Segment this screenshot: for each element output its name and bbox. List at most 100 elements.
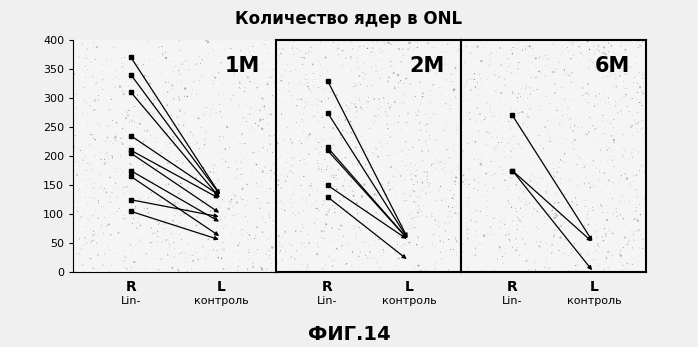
- Point: [271, 134, 282, 139]
- Point: [618, 267, 629, 273]
- Point: [226, 231, 237, 236]
- Point: [485, 106, 496, 112]
- Point: [440, 198, 451, 204]
- Point: [412, 226, 423, 231]
- Point: [321, 167, 332, 172]
- Point: [392, 242, 403, 247]
- Point: [628, 133, 639, 138]
- Point: [500, 171, 511, 177]
- Point: [572, 162, 583, 167]
- Point: [273, 198, 284, 204]
- Point: [476, 78, 487, 84]
- Point: [362, 166, 373, 171]
- Point: [513, 117, 524, 122]
- Point: [634, 212, 646, 218]
- Point: [83, 269, 94, 274]
- Point: [412, 45, 423, 50]
- Point: [465, 50, 476, 56]
- Point: [173, 122, 184, 128]
- Point: [276, 185, 287, 191]
- Point: [563, 73, 574, 78]
- Point: [338, 198, 349, 204]
- Point: [235, 166, 246, 172]
- Point: [321, 257, 332, 263]
- Point: [351, 224, 362, 229]
- Point: [605, 258, 616, 263]
- Point: [434, 85, 445, 90]
- Point: [91, 81, 102, 86]
- Point: [228, 73, 239, 79]
- Point: [382, 213, 393, 219]
- Point: [393, 83, 404, 88]
- Point: [250, 150, 261, 155]
- Point: [292, 81, 304, 87]
- Point: [329, 184, 340, 189]
- Point: [403, 212, 414, 218]
- Point: [95, 85, 106, 90]
- Point: [521, 258, 532, 264]
- Point: [345, 233, 356, 238]
- Point: [82, 215, 93, 220]
- Point: [171, 245, 182, 250]
- Point: [385, 134, 396, 140]
- Point: [220, 159, 231, 164]
- Point: [348, 201, 359, 206]
- Point: [507, 50, 518, 55]
- Point: [228, 242, 239, 248]
- Point: [318, 236, 329, 241]
- Point: [312, 69, 323, 74]
- Point: [411, 167, 422, 173]
- Point: [168, 69, 179, 75]
- Point: [426, 241, 438, 247]
- Point: [92, 118, 103, 123]
- Point: [74, 251, 85, 257]
- Point: [637, 132, 648, 137]
- Point: [493, 75, 504, 80]
- Point: [379, 187, 390, 193]
- Point: [235, 196, 246, 202]
- Point: [172, 221, 183, 227]
- Point: [584, 194, 595, 199]
- Point: [184, 223, 195, 229]
- Point: [75, 258, 87, 263]
- Point: [281, 142, 292, 147]
- Point: [273, 107, 284, 113]
- Point: [110, 84, 121, 90]
- Point: [170, 176, 181, 182]
- Point: [168, 96, 179, 102]
- Point: [549, 174, 560, 179]
- Point: [276, 100, 288, 105]
- Point: [373, 237, 385, 242]
- Point: [319, 125, 330, 130]
- Point: [112, 222, 124, 227]
- Point: [489, 159, 500, 164]
- Point: [252, 61, 263, 67]
- Point: [350, 95, 362, 100]
- Point: [630, 121, 641, 127]
- Point: [622, 242, 633, 247]
- Point: [457, 212, 468, 218]
- Point: [503, 187, 514, 192]
- Point: [505, 154, 517, 160]
- Point: [431, 137, 442, 142]
- Point: [348, 46, 359, 52]
- Point: [601, 181, 612, 187]
- Point: [90, 231, 101, 237]
- Point: [256, 266, 267, 271]
- Point: [83, 48, 94, 53]
- Point: [167, 121, 178, 127]
- Point: [549, 85, 560, 91]
- Point: [542, 211, 553, 217]
- Point: [632, 48, 643, 53]
- Point: [593, 206, 604, 212]
- Point: [590, 251, 601, 256]
- Point: [126, 188, 138, 193]
- Point: [311, 96, 322, 102]
- Point: [607, 157, 618, 163]
- Point: [147, 171, 158, 176]
- Point: [590, 67, 601, 72]
- Point: [382, 113, 393, 119]
- Point: [383, 183, 394, 188]
- Point: [502, 85, 513, 91]
- Point: [208, 166, 219, 171]
